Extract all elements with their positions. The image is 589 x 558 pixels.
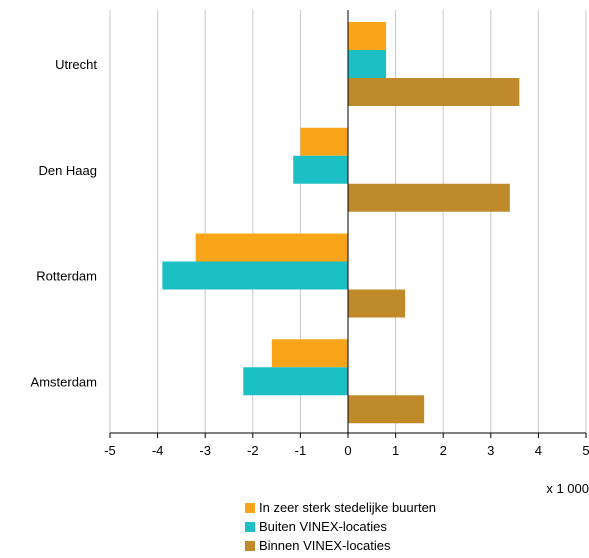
category-label-rotterdam: Rotterdam [36, 269, 97, 284]
x-tick-label-9: 4 [535, 443, 542, 458]
category-label-den-haag: Den Haag [38, 163, 97, 178]
bar-den-haag-series-2 [348, 183, 510, 212]
x-axis-unit-label: x 1 000 [546, 481, 589, 496]
x-tick-label-10: 5 [582, 443, 589, 458]
bar-amsterdam-series-1 [243, 367, 348, 396]
legend-swatch-0 [245, 502, 255, 513]
bar-den-haag-series-0 [300, 127, 348, 156]
chart-svg: -5 -4 -3 -2 -1 0 1 2 3 4 5 Utrecht Den Haag Rotterdam… [31, 10, 589, 496]
bar-den-haag-series-1 [293, 155, 348, 184]
legend: In zeer sterk stedelijke buurten Buiten V… [245, 498, 436, 555]
bar-rotterdam-series-0 [195, 233, 348, 262]
bar-utrecht-series-1 [348, 50, 387, 78]
legend-label-2: Binnen VINEX-locaties [259, 538, 391, 553]
bar-rotterdam-series-2 [348, 289, 406, 318]
x-tick-label-3: -2 [247, 443, 259, 458]
x-tick-label-6: 1 [392, 443, 399, 458]
label-layer: -5 -4 -3 -2 -1 0 1 2 3 4 5 Utrecht Den Haag Rotterdam… [31, 57, 589, 458]
bar-utrecht-series-2 [348, 78, 520, 106]
x-tick-label-5: 0 [344, 443, 351, 458]
bar-rotterdam-series-1 [162, 261, 348, 290]
legend-item-0: In zeer sterk stedelijke buurten [245, 498, 436, 517]
legend-label-1: Buiten VINEX-locaties [259, 519, 387, 534]
x-tick-label-1: -4 [152, 443, 164, 458]
bar-utrecht-series-0 [348, 22, 387, 50]
x-tick-label-0: -5 [104, 443, 116, 458]
bar-amsterdam-series-2 [348, 395, 425, 424]
bar-amsterdam-series-0 [271, 339, 348, 368]
bar-layer [162, 22, 520, 424]
x-tick-label-2: -3 [199, 443, 211, 458]
legend-swatch-1 [245, 521, 255, 532]
x-tick-label-7: 2 [440, 443, 447, 458]
legend-item-1: Buiten VINEX-locaties [245, 517, 436, 536]
axis-layer [109, 10, 587, 438]
legend-swatch-2 [245, 540, 255, 551]
legend-item-2: Binnen VINEX-locaties [245, 536, 436, 555]
category-label-amsterdam: Amsterdam [31, 374, 97, 389]
legend-label-0: In zeer sterk stedelijke buurten [259, 500, 437, 515]
x-tick-label-8: 3 [487, 443, 494, 458]
x-tick-label-4: -1 [295, 443, 307, 458]
category-label-utrecht: Utrecht [55, 57, 97, 72]
